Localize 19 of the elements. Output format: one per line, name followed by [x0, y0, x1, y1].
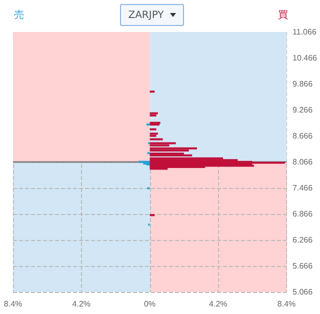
y-tick-label: 5.066 — [292, 288, 314, 296]
y-tick-label: 6.866 — [292, 210, 314, 218]
x-tick-label: 4.2% — [209, 300, 228, 308]
y-tick-label: 6.266 — [292, 236, 314, 244]
x-tick-label: 8.4% — [4, 300, 22, 308]
x-tick-label: 4.2% — [72, 300, 90, 308]
text: 売 — [14, 8, 24, 22]
y-tick-label: 11.066 — [292, 28, 317, 36]
y-tick-label: 7.466 — [292, 184, 314, 192]
y-tick-label: 8.666 — [292, 132, 314, 140]
y-tick-label: 10.466 — [292, 54, 318, 62]
x-tick-label: 8.4% — [277, 300, 296, 308]
text: 買 — [278, 9, 288, 22]
y-tick-label: 5.666 — [292, 262, 314, 270]
y-tick-label: 8.066 — [292, 158, 314, 166]
x-tick-label: 0% — [144, 300, 156, 308]
y-tick-label: 9.266 — [292, 106, 314, 114]
y-tick-label: 9.866 — [292, 80, 314, 88]
chart-title: ZARJPY — [128, 10, 164, 20]
